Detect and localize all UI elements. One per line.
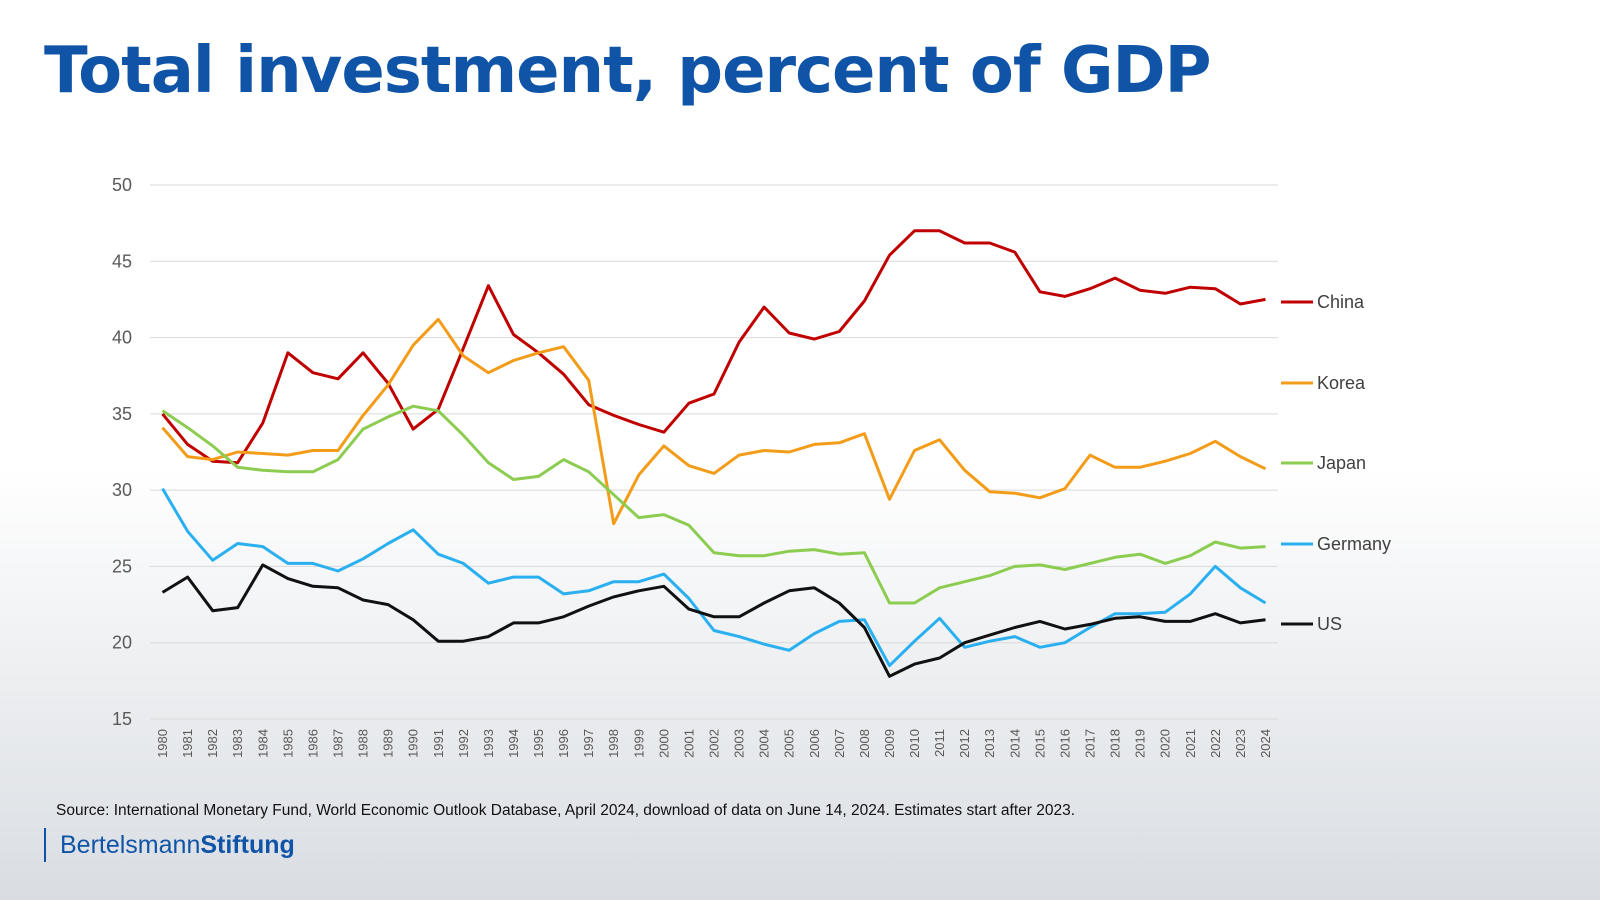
y-tick-label: 25: [112, 556, 132, 576]
x-tick-label: 2024: [1258, 729, 1273, 758]
y-tick-label: 40: [112, 328, 132, 348]
chart-legend: China Korea Japan Germany US: [1281, 292, 1391, 634]
x-tick-label: 1986: [305, 729, 320, 758]
y-tick-label: 15: [112, 709, 132, 729]
legend-label: Korea: [1317, 373, 1366, 393]
x-tick-label: 1995: [531, 729, 546, 758]
x-tick-label: 1981: [180, 729, 195, 758]
y-tick-label: 45: [112, 251, 132, 271]
x-tick-label: 1985: [280, 729, 295, 758]
series-line-china: [161, 229, 1266, 465]
x-tick-label: 2020: [1158, 729, 1173, 758]
x-tick-label: 1980: [155, 729, 170, 758]
x-tick-label: 2007: [832, 729, 847, 758]
x-axis-tick-labels: 1980 1981 1982 1983 1984 1985 1986 1987 1988 1989…: [155, 729, 1273, 758]
x-tick-label: 2022: [1208, 729, 1223, 758]
x-tick-label: 1987: [331, 729, 346, 758]
series-line-germany: [161, 487, 1267, 668]
x-tick-label: 2017: [1083, 729, 1098, 758]
x-tick-label: 2004: [757, 729, 772, 758]
x-tick-label: 2002: [707, 729, 722, 758]
x-tick-label: 1984: [255, 729, 270, 758]
x-tick-label: 2016: [1057, 729, 1072, 758]
legend-item-japan: Japan: [1281, 453, 1366, 473]
x-tick-label: 2019: [1133, 729, 1148, 758]
x-tick-label: 2009: [882, 729, 897, 758]
x-tick-label: 2023: [1233, 729, 1248, 758]
chart-grid: [150, 184, 1278, 720]
source-note: Source: International Monetary Fund, Wor…: [56, 802, 1076, 819]
brand-name-part2: Stiftung: [200, 831, 295, 859]
x-tick-label: 2013: [982, 729, 997, 758]
y-axis-tick-labels: 15 20 25 30 35 40 45 50: [112, 175, 132, 729]
x-tick-label: 2008: [857, 729, 872, 758]
x-tick-label: 2018: [1108, 729, 1123, 758]
x-tick-label: 1998: [606, 729, 621, 758]
x-tick-label: 2021: [1183, 729, 1198, 758]
legend-label: Japan: [1317, 453, 1366, 473]
x-tick-label: 2000: [656, 729, 671, 758]
brand-name-part1: Bertelsmann: [60, 831, 201, 859]
legend-label: US: [1317, 614, 1342, 634]
x-tick-label: 1990: [406, 729, 421, 758]
x-tick-label: 1997: [581, 729, 596, 758]
x-tick-label: 2011: [932, 729, 947, 757]
legend-item-us: US: [1281, 614, 1342, 634]
legend-label: Germany: [1317, 534, 1391, 554]
legend-item-germany: Germany: [1281, 534, 1391, 554]
legend-item-korea: Korea: [1281, 373, 1366, 393]
y-tick-label: 20: [112, 633, 132, 653]
x-tick-label: 1993: [481, 729, 496, 758]
x-tick-label: 1982: [205, 729, 220, 758]
brand-logo: BertelsmannStiftung: [44, 828, 295, 862]
x-tick-label: 1989: [381, 729, 396, 758]
x-tick-label: 2012: [957, 729, 972, 758]
y-tick-label: 30: [112, 480, 132, 500]
x-tick-label: 1996: [556, 729, 571, 758]
y-tick-label: 50: [112, 175, 132, 195]
y-tick-label: 35: [112, 404, 132, 424]
chart-series: [161, 229, 1267, 678]
x-tick-label: 1991: [431, 729, 446, 758]
x-tick-label: 1983: [230, 729, 245, 758]
legend-item-china: China: [1281, 292, 1365, 312]
x-tick-label: 1994: [506, 729, 521, 758]
page-title: Total investment, percent of GDP: [44, 34, 1211, 108]
x-tick-label: 2015: [1032, 729, 1047, 758]
x-tick-label: 2010: [907, 729, 922, 758]
x-tick-label: 1988: [356, 729, 371, 758]
legend-label: China: [1317, 292, 1365, 312]
x-tick-label: 2001: [681, 729, 696, 758]
series-line-us: [161, 563, 1266, 678]
x-tick-label: 2005: [782, 729, 797, 758]
series-line-korea: [161, 317, 1267, 526]
x-tick-label: 1992: [456, 729, 471, 758]
x-tick-label: 2003: [732, 729, 747, 758]
series-line-japan: [161, 404, 1266, 605]
x-tick-label: 1999: [631, 729, 646, 758]
x-tick-label: 2014: [1007, 729, 1022, 758]
x-tick-label: 2006: [807, 729, 822, 758]
